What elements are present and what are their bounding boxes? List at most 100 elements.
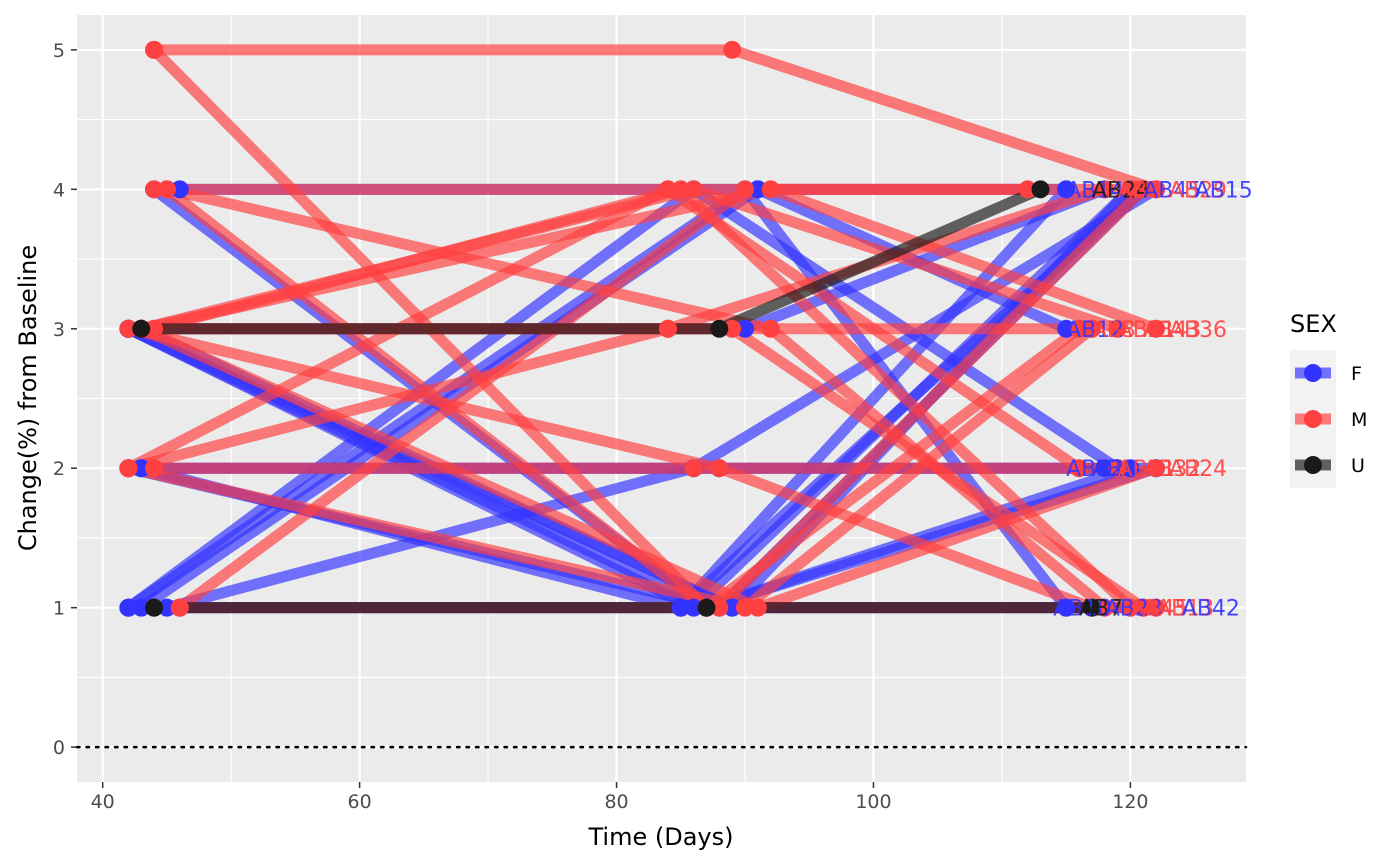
data-point-m xyxy=(1121,598,1140,617)
data-point-f xyxy=(1057,319,1076,338)
data-point-u xyxy=(710,319,729,338)
y-axis-title: Change(%) from Baseline xyxy=(14,245,42,551)
data-point-m xyxy=(170,598,189,617)
subject-end-label: AB24 xyxy=(1169,457,1227,482)
data-point-m xyxy=(736,598,754,617)
data-point-m xyxy=(1121,180,1140,199)
data-point-u xyxy=(1082,598,1101,617)
x-tick-label: 100 xyxy=(855,791,891,813)
subject-end-label: AB36 xyxy=(1169,318,1227,343)
data-point-m xyxy=(119,319,138,338)
data-point-m xyxy=(145,180,164,199)
subject-end-label: AB3 xyxy=(1118,178,1162,203)
subject-end-label: AB43 xyxy=(1143,318,1201,343)
data-point-m xyxy=(1147,319,1166,338)
data-point-f xyxy=(170,180,189,199)
data-point-m xyxy=(710,598,729,617)
legend: SEX F M U xyxy=(1290,310,1367,488)
data-point-f xyxy=(1121,459,1140,478)
subject-end-label: AB45 xyxy=(1130,597,1188,622)
y-tick-label: 2 xyxy=(53,458,65,480)
data-point-m xyxy=(119,459,138,478)
legend-title: SEX xyxy=(1290,310,1337,338)
data-point-f xyxy=(132,598,151,617)
subject-end-label: AB12 xyxy=(1066,457,1124,482)
data-point-m xyxy=(761,180,780,199)
x-tick-label: 40 xyxy=(91,791,115,813)
subject-end-label: AB41 xyxy=(1118,457,1176,482)
legend-item-m: M xyxy=(1290,396,1367,442)
data-point-m xyxy=(1147,180,1166,199)
subject-end-label: AB15 xyxy=(1195,178,1253,203)
legend-keys: F M U xyxy=(1290,350,1367,488)
legend-key-point xyxy=(1304,364,1322,382)
data-point-f xyxy=(748,180,767,199)
data-point-u xyxy=(132,319,151,338)
x-tick-label: 120 xyxy=(1112,791,1148,813)
subject-end-label: AB1 xyxy=(1092,457,1136,482)
data-point-f xyxy=(1057,180,1076,199)
data-point-m xyxy=(723,319,742,338)
data-point-u xyxy=(697,598,716,617)
data-point-m xyxy=(1095,598,1114,617)
data-point-m xyxy=(1070,459,1088,478)
subject-end-label: AB12 xyxy=(1066,318,1124,343)
data-point-m xyxy=(145,459,164,478)
points-layer xyxy=(119,40,1166,617)
subject-end-label: AB21 xyxy=(1118,318,1176,343)
data-point-m xyxy=(710,459,729,478)
legend-item-f: F xyxy=(1290,350,1362,396)
subject-end-label: AB32 xyxy=(1143,457,1201,482)
legend-label: U xyxy=(1351,455,1365,477)
x-tick-label: 80 xyxy=(604,791,628,813)
x-tick-label: 60 xyxy=(348,791,372,813)
data-point-u xyxy=(1031,180,1050,199)
data-point-f xyxy=(736,319,754,338)
data-point-m xyxy=(145,40,164,59)
legend-key-point xyxy=(1304,410,1322,428)
data-point-m xyxy=(145,319,164,338)
legend-item-u: U xyxy=(1290,442,1365,488)
subject-end-label: AB10 xyxy=(1053,597,1111,622)
y-tick-label: 4 xyxy=(53,179,65,201)
legend-key-point xyxy=(1304,456,1322,474)
data-point-m xyxy=(723,40,742,59)
subject-end-label: AB29 xyxy=(1169,178,1227,203)
legend-label: M xyxy=(1351,409,1367,431)
subject-end-label: AB42 xyxy=(1182,597,1240,622)
data-point-f xyxy=(1095,459,1114,478)
data-point-f xyxy=(723,598,742,617)
data-point-m xyxy=(1134,180,1153,199)
data-point-m xyxy=(1018,180,1037,199)
data-point-f xyxy=(132,459,151,478)
data-point-f xyxy=(671,598,690,617)
data-point-m xyxy=(684,180,703,199)
data-point-f xyxy=(1057,598,1076,617)
data-point-m xyxy=(1147,459,1166,478)
data-point-u xyxy=(145,598,164,617)
legend-label: F xyxy=(1351,363,1362,385)
data-point-m xyxy=(1147,598,1166,617)
x-axis-title: Time (Days) xyxy=(588,823,734,851)
y-tick-label: 3 xyxy=(53,319,65,341)
subject-end-label: AB14 xyxy=(1066,178,1124,203)
data-point-m xyxy=(736,180,754,199)
data-point-m xyxy=(1070,319,1088,338)
subject-end-label: AB13 xyxy=(1156,597,1214,622)
subject-end-label: AB23 xyxy=(1105,597,1163,622)
subject-end-label: AB45 xyxy=(1143,178,1201,203)
subject-end-label: AB3 xyxy=(1092,318,1136,343)
y-tick-label: 1 xyxy=(53,598,65,620)
subject-end-label: AB7 xyxy=(1079,597,1123,622)
data-point-m xyxy=(748,598,767,617)
x-axis: 40 60 80 100 120 xyxy=(91,782,1149,813)
data-point-f xyxy=(684,598,703,617)
data-point-m xyxy=(1108,319,1127,338)
data-point-m xyxy=(658,319,677,338)
data-point-m xyxy=(1095,180,1114,199)
data-point-f xyxy=(119,598,138,617)
data-point-m xyxy=(761,319,780,338)
data-point-f xyxy=(157,598,176,617)
data-point-m xyxy=(684,459,703,478)
